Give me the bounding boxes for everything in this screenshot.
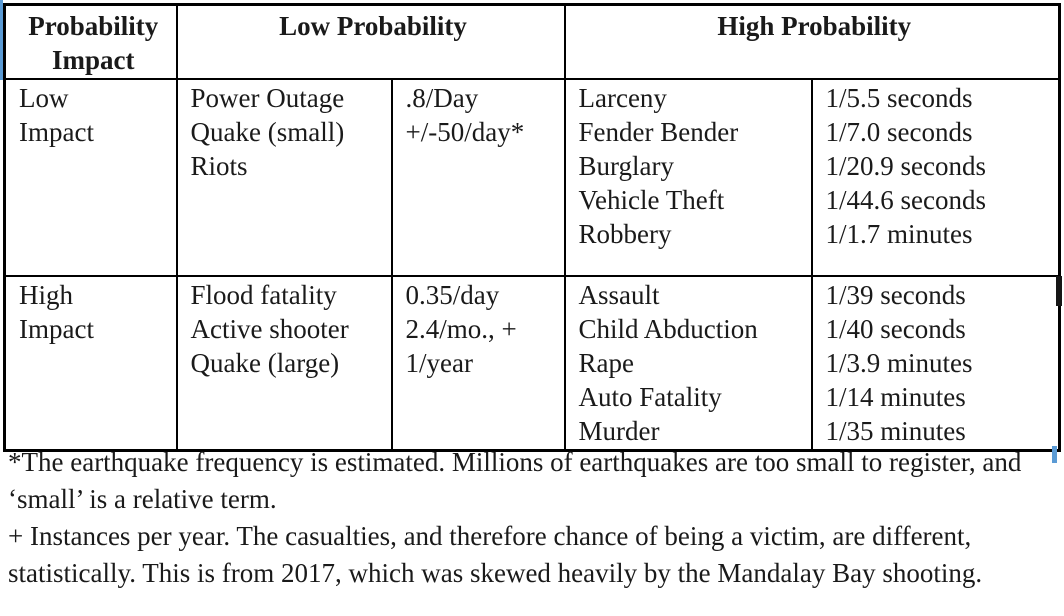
frequency-item: 1/7.0 seconds [825,117,973,147]
high-prob-frequency-cell: 1/5.5 seconds 1/7.0 seconds 1/20.9 secon… [810,78,1061,277]
high-prob-frequency-cell: 1/39 seconds 1/40 seconds 1/3.9 minutes … [810,275,1061,452]
table-header-row: Probability Impact Low Probability High … [3,3,1061,80]
corner-header-line2: Impact [52,45,135,75]
event-item: Murder [578,416,660,446]
frequency-item: 1/40 seconds [825,314,966,344]
event-item: Vehicle Theft [578,185,725,215]
probability-impact-table: Probability Impact Low Probability High … [3,3,1062,452]
corner-header-line1: Probability [28,11,159,41]
frequency-item: .8/Day [405,83,479,113]
footnote-earthquake: *The earthquake frequency is estimated. … [8,447,1022,514]
frequency-item: 1/44.6 seconds [825,185,986,215]
event-item: Riots [190,151,248,181]
corner-header-cell: Probability Impact [3,3,178,80]
frequency-item: 1/1.7 minutes [825,219,973,249]
low-prob-frequency-cell: 0.35/day 2.4/mo., + 1/year [390,275,566,452]
frequency-item: +/-50/day* [405,117,525,147]
frequency-item: 0.35/day [405,280,500,310]
frequency-item: 1/20.9 seconds [825,151,986,181]
event-item: Quake (small) [190,117,345,147]
event-item: Rape [578,348,634,378]
frequency-item: 1/35 minutes [825,416,966,446]
event-item: Active shooter [190,314,349,344]
selection-artifact-top-left [0,0,3,80]
row-label-high-impact: High Impact [3,275,178,452]
event-item: Child Abduction [578,314,758,344]
table-row-low-impact: Low Impact Power Outage Quake (small) Ri… [3,78,1061,277]
event-item: Quake (large) [190,348,340,378]
low-prob-events-cell: Power Outage Quake (small) Riots [175,78,393,277]
frequency-item: 1/14 minutes [825,382,966,412]
frequency-item: 1/5.5 seconds [825,83,973,113]
high-prob-events-cell: Larceny Fender Bender Burglary Vehicle T… [563,78,813,277]
event-item: Burglary [578,151,675,181]
row-label-low-impact: Low Impact [3,78,178,277]
event-item: Larceny [578,83,667,113]
event-item: Flood fatality [190,280,337,310]
row-label-line2: Impact [19,314,94,344]
table-row-high-impact: High Impact Flood fatality Active shoote… [3,275,1061,452]
low-probability-header-cell: Low Probability [175,3,566,80]
row-label-line2: Impact [19,117,94,147]
frequency-item: 2.4/mo., + [405,314,517,344]
row-label-line1: High [19,280,73,310]
frequency-item: 1/39 seconds [825,280,966,310]
event-item: Robbery [578,219,672,249]
low-prob-events-cell: Flood fatality Active shooter Quake (lar… [175,275,393,452]
high-prob-events-cell: Assault Child Abduction Rape Auto Fatali… [563,275,813,452]
event-item: Auto Fatality [578,382,722,412]
row-label-line1: Low [19,83,69,113]
frequency-item: 1/3.9 minutes [825,348,973,378]
frequency-item: 1/year [405,348,473,378]
event-item: Power Outage [190,83,345,113]
high-probability-header-cell: High Probability [563,3,1061,80]
selection-artifact-right-edge [1052,446,1057,463]
footnotes-block: *The earthquake frequency is estimated. … [8,444,1055,592]
cursor-artifact-right-edge [1056,276,1062,306]
low-prob-frequency-cell: .8/Day +/-50/day* [390,78,566,277]
event-item: Fender Bender [578,117,739,147]
footnote-instances-per-year: + Instances per year. The casualties, an… [8,521,983,588]
event-item: Assault [578,280,660,310]
